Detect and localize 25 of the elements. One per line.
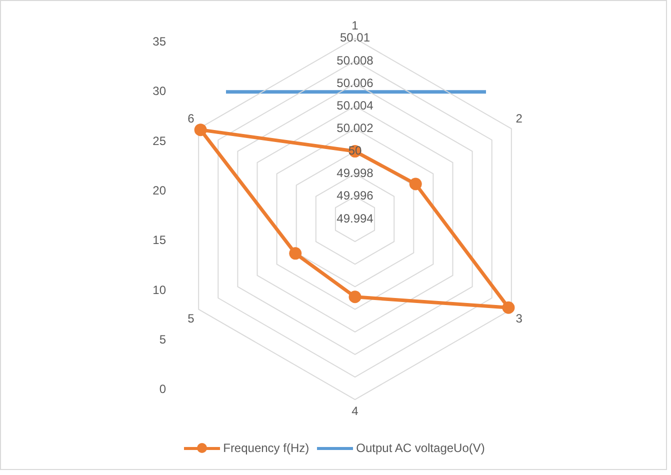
y-tick-label: 50.002 [336,121,374,136]
legend-label: Frequency f(Hz) [223,441,310,455]
y-tick-label: 5 [159,332,166,346]
y-tick-label: 50.01 [340,30,370,45]
y-tick-label: 30 [152,84,166,98]
y-tick-label: 25 [152,134,166,148]
spoke-label: 2 [516,111,523,126]
y-tick-label: 50.008 [336,53,374,68]
spoke-label: 4 [352,404,359,418]
y-tick-label: 50.006 [336,76,374,90]
y-tick-label: 15 [152,233,166,248]
y-tick-label: 49.996 [336,188,374,203]
spoke-label: 1 [352,18,359,33]
legend-label: Output AC voltageUo(V) [356,441,485,455]
y-tick-label: 20 [152,183,166,198]
y-tick-label: 10 [152,282,166,297]
spoke-label: 6 [188,111,195,126]
y-tick-label: 50 [348,144,362,158]
y-tick-label: 49.998 [336,166,374,180]
y-tick-label: 0 [159,382,166,396]
spoke-label: 5 [188,311,195,326]
y-tick-label: 50.004 [336,98,374,112]
y-tick-label: 35 [152,34,166,49]
y-tick-label: 49.994 [336,211,374,226]
spoke-label: 3 [516,311,523,326]
